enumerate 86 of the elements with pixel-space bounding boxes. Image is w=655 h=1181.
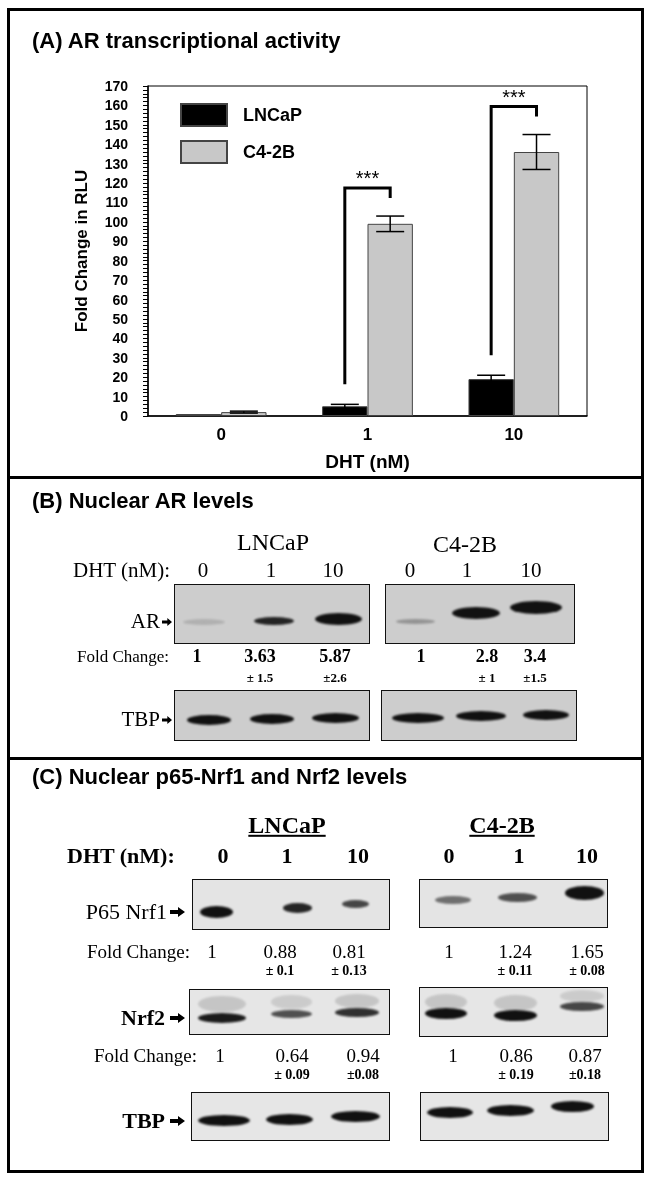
text: 0.86	[499, 1044, 533, 1067]
text: 10	[576, 842, 598, 869]
text: 1	[215, 1044, 225, 1067]
y-tick-label: 140	[104, 136, 129, 153]
y-tick-label: 110	[105, 194, 129, 211]
text: 0	[217, 842, 229, 869]
text: ± 0.08	[569, 963, 605, 979]
text: 3.63	[244, 646, 276, 667]
text: C4-2B	[432, 530, 498, 558]
text: 1	[448, 1044, 458, 1067]
text: 3.4	[523, 646, 547, 667]
text: Nrf2	[121, 1004, 165, 1031]
text: TBP	[121, 707, 160, 732]
text: Fold Change:	[94, 1044, 197, 1067]
text: ± 0.19	[498, 1067, 534, 1083]
x-tick-label: 0	[216, 425, 226, 444]
text: 10	[520, 558, 542, 583]
text: 1	[207, 940, 217, 963]
text: LNCaP	[248, 811, 326, 839]
text: 0	[197, 558, 209, 583]
text: ±0.08	[346, 1067, 380, 1083]
text: 2.8	[475, 646, 499, 667]
y-axis-title: Fold Change in RLU	[72, 169, 91, 333]
y-tick-label: 40	[112, 330, 129, 347]
text: ± 0.11	[497, 963, 533, 979]
text: 1	[281, 842, 293, 869]
y-tick-label: 20	[112, 369, 129, 386]
text: ±2.6	[323, 669, 347, 686]
text: DHT (nM):	[67, 842, 175, 869]
text: 1	[416, 646, 426, 667]
text: ±1.5	[523, 669, 547, 686]
text: P65 Nrf1	[85, 898, 167, 925]
text: C4-2B	[469, 811, 535, 839]
text: Fold Change:	[77, 646, 170, 667]
text: TBP	[122, 1107, 165, 1134]
text: 0.81	[332, 940, 366, 963]
text: LNCaP	[237, 528, 309, 556]
text: 0	[404, 558, 416, 583]
x-tick-label: 1	[362, 425, 373, 444]
text: 10	[347, 842, 369, 869]
y-tick-label: 30	[112, 349, 129, 366]
text: 1.65	[570, 940, 604, 963]
text: 0.94	[346, 1044, 380, 1067]
text: 1	[461, 558, 473, 583]
y-tick-label: 10	[112, 388, 129, 405]
y-tick-label: 70	[112, 272, 129, 289]
text: ± 0.09	[274, 1067, 310, 1083]
text: 10	[322, 558, 344, 583]
text: ± 1.5	[246, 669, 274, 686]
text: 1	[265, 558, 277, 583]
y-tick-label: 50	[112, 310, 129, 327]
text: 5.87	[319, 646, 351, 667]
text: 0.87	[568, 1044, 602, 1067]
annotation: ***	[502, 85, 526, 108]
text: ± 0.13	[331, 963, 367, 979]
text: DHT (nM):	[73, 558, 171, 583]
text: 1	[513, 842, 525, 869]
text: 1.24	[498, 940, 532, 963]
x-axis-title: DHT (nM)	[325, 451, 410, 472]
text: 1	[192, 646, 202, 667]
y-tick-label: 160	[104, 97, 129, 114]
x-tick-label: 10	[504, 425, 524, 444]
text: (C) Nuclear p65-Nrf1 and Nrf2 levels	[32, 763, 408, 790]
y-tick-label: 80	[112, 252, 129, 269]
y-tick-label: 100	[104, 213, 129, 230]
text: ± 1	[478, 669, 496, 686]
text: 0.64	[275, 1044, 309, 1067]
y-tick-label: 170	[104, 78, 129, 94]
text: 0.88	[263, 940, 297, 963]
annotation: ***	[355, 167, 380, 190]
legend-label: LNCaP	[243, 105, 303, 125]
legend-label: C4-2B	[243, 142, 296, 162]
text: AR	[130, 609, 160, 634]
y-tick-label: 120	[104, 175, 129, 192]
y-tick-label: 90	[112, 233, 129, 250]
text: 1	[444, 940, 454, 963]
text: Fold Change:	[87, 940, 190, 963]
text: ±0.18	[568, 1067, 602, 1083]
y-tick-label: 60	[112, 291, 129, 308]
text: (B) Nuclear AR levels	[32, 487, 254, 514]
y-tick-label: 130	[104, 155, 129, 172]
text: 0	[443, 842, 455, 869]
chart-title: (A) AR transcriptional activity	[32, 27, 342, 53]
y-tick-label: 0	[120, 408, 129, 424]
y-tick-label: 150	[104, 116, 129, 133]
text: ± 0.1	[265, 963, 295, 979]
